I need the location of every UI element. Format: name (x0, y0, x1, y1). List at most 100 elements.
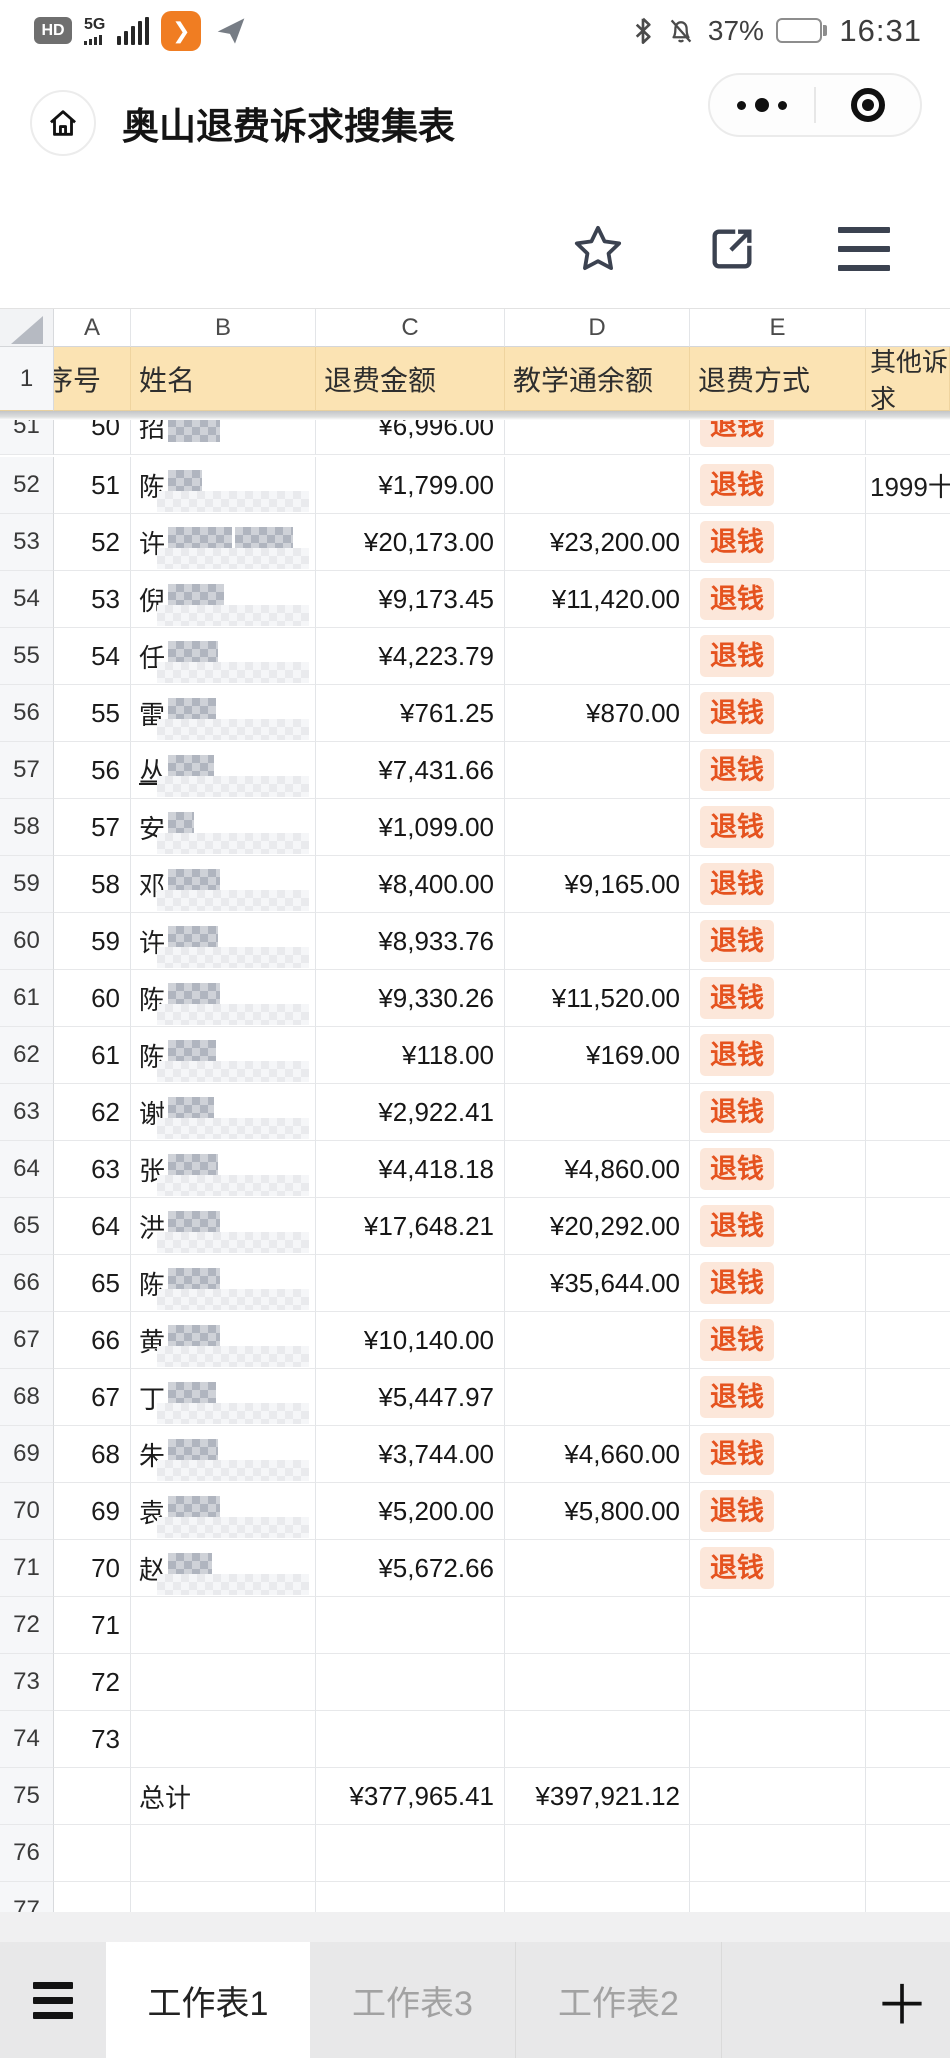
cell-refund-amount[interactable]: ¥1,799.00 (316, 457, 505, 514)
cell-refund-amount[interactable]: ¥3,744.00 (316, 1426, 505, 1483)
row-header[interactable]: 57 (0, 742, 54, 799)
more-menu-button[interactable] (710, 98, 814, 112)
cell-serial[interactable]: 50 (54, 420, 131, 455)
cell-serial[interactable]: 73 (54, 1711, 131, 1768)
row-header[interactable]: 70 (0, 1483, 54, 1540)
cell-refund-amount[interactable] (316, 1711, 505, 1768)
cell-refund-method[interactable] (690, 1882, 866, 1912)
cell-header-amount[interactable]: 退费金额 (316, 347, 505, 411)
cell-refund-amount[interactable]: ¥9,173.45 (316, 571, 505, 628)
cell-refund-method[interactable]: 退钱 (690, 970, 866, 1027)
cell-balance[interactable] (505, 1654, 690, 1711)
cell-name[interactable]: 丁 (131, 1369, 316, 1426)
cell-serial[interactable]: 62 (54, 1084, 131, 1141)
cell-refund-amount[interactable]: ¥8,400.00 (316, 856, 505, 913)
cell-other-request[interactable] (866, 1768, 950, 1825)
cell-other-request[interactable] (866, 628, 950, 685)
cell-other-request[interactable] (866, 1255, 950, 1312)
cell-refund-method[interactable]: 退钱 (690, 1483, 866, 1540)
cell-header-other[interactable]: 其他诉求 (866, 347, 950, 411)
cell-name[interactable]: 许 (131, 913, 316, 970)
row-header[interactable]: 60 (0, 913, 54, 970)
home-button[interactable] (30, 89, 96, 156)
cell-serial[interactable]: 51 (54, 457, 131, 514)
cell-refund-amount[interactable]: ¥377,965.41 (316, 1768, 505, 1825)
cell-refund-method[interactable]: 退钱 (690, 913, 866, 970)
cell-name[interactable]: 陈 (131, 1255, 316, 1312)
add-sheet-button[interactable]: ＋ (875, 1975, 929, 2036)
cell-name[interactable]: 陈 (131, 457, 316, 514)
column-header-a[interactable]: A (54, 309, 131, 347)
cell-name[interactable]: 赵 (131, 1540, 316, 1597)
row-header[interactable]: 76 (0, 1825, 54, 1882)
cell-serial[interactable]: 53 (54, 571, 131, 628)
column-header-f[interactable] (866, 309, 950, 347)
cell-serial[interactable]: 61 (54, 1027, 131, 1084)
cell-other-request[interactable] (866, 571, 950, 628)
cell-refund-method[interactable]: 退钱 (690, 457, 866, 514)
cell-serial[interactable]: 69 (54, 1483, 131, 1540)
close-capsule-button[interactable] (816, 88, 920, 122)
column-header-c[interactable]: C (316, 309, 505, 347)
cell-refund-amount[interactable]: ¥10,140.00 (316, 1312, 505, 1369)
cell-other-request[interactable] (866, 1825, 950, 1882)
cell-serial[interactable]: 60 (54, 970, 131, 1027)
cell-other-request[interactable] (866, 1597, 950, 1654)
cell-refund-method[interactable]: 退钱 (690, 1369, 866, 1426)
cell-header-balance[interactable]: 教学通余额 (505, 347, 690, 411)
cell-name[interactable]: 张 (131, 1141, 316, 1198)
cell-balance[interactable]: ¥5,800.00 (505, 1483, 690, 1540)
cell-name[interactable]: 朱 (131, 1426, 316, 1483)
cell-refund-amount[interactable]: ¥5,672.66 (316, 1540, 505, 1597)
cell-refund-method[interactable]: 退钱 (690, 1312, 866, 1369)
cell-refund-amount[interactable]: ¥5,200.00 (316, 1483, 505, 1540)
cell-name[interactable]: 雷 (131, 685, 316, 742)
favorite-star-button[interactable] (570, 222, 626, 276)
cell-refund-amount[interactable] (316, 1654, 505, 1711)
cell-refund-method[interactable]: 退钱 (690, 742, 866, 799)
cell-refund-amount[interactable]: ¥118.00 (316, 1027, 505, 1084)
cell-header-method[interactable]: 退费方式 (690, 347, 866, 411)
cell-refund-method[interactable]: 退钱 (690, 628, 866, 685)
cell-name[interactable] (131, 1882, 316, 1912)
cell-serial[interactable]: 52 (54, 514, 131, 571)
row-header[interactable]: 59 (0, 856, 54, 913)
cell-serial[interactable]: 68 (54, 1426, 131, 1483)
cell-refund-method[interactable]: 退钱 (690, 1027, 866, 1084)
cell-refund-method[interactable] (690, 1711, 866, 1768)
row-header-1[interactable]: 1 (0, 347, 54, 411)
cell-name[interactable]: 丛 (131, 742, 316, 799)
cell-name[interactable] (131, 1597, 316, 1654)
row-header[interactable]: 74 (0, 1711, 54, 1768)
cell-refund-method[interactable]: 退钱 (690, 856, 866, 913)
cell-refund-method[interactable]: 退钱 (690, 514, 866, 571)
cell-refund-amount[interactable]: ¥17,648.21 (316, 1198, 505, 1255)
column-header-d[interactable]: D (505, 309, 690, 347)
cell-balance[interactable] (505, 1540, 690, 1597)
cell-balance[interactable]: ¥20,292.00 (505, 1198, 690, 1255)
cell-other-request[interactable]: 1999十专 (866, 457, 950, 514)
cell-other-request[interactable] (866, 685, 950, 742)
cell-other-request[interactable] (866, 1312, 950, 1369)
cell-serial[interactable]: 70 (54, 1540, 131, 1597)
cell-refund-method[interactable]: 退钱 (690, 1540, 866, 1597)
cell-refund-method[interactable] (690, 1597, 866, 1654)
cell-refund-amount[interactable] (316, 1597, 505, 1654)
cell-refund-amount[interactable] (316, 1825, 505, 1882)
row-header[interactable]: 51 (0, 420, 54, 455)
cell-refund-amount[interactable]: ¥9,330.26 (316, 970, 505, 1027)
column-header-b[interactable]: B (131, 309, 316, 347)
cell-refund-method[interactable]: 退钱 (690, 420, 866, 455)
cell-balance[interactable]: ¥4,660.00 (505, 1426, 690, 1483)
cell-serial[interactable]: 72 (54, 1654, 131, 1711)
cell-serial[interactable]: 63 (54, 1141, 131, 1198)
cell-other-request[interactable] (866, 1426, 950, 1483)
cell-other-request[interactable] (866, 742, 950, 799)
cell-refund-method[interactable] (690, 1768, 866, 1825)
cell-refund-method[interactable]: 退钱 (690, 1255, 866, 1312)
cell-other-request[interactable] (866, 856, 950, 913)
cell-serial[interactable]: 71 (54, 1597, 131, 1654)
cell-name[interactable]: 总计 (131, 1768, 316, 1825)
cell-balance[interactable] (505, 1597, 690, 1654)
cell-refund-amount[interactable]: ¥4,223.79 (316, 628, 505, 685)
